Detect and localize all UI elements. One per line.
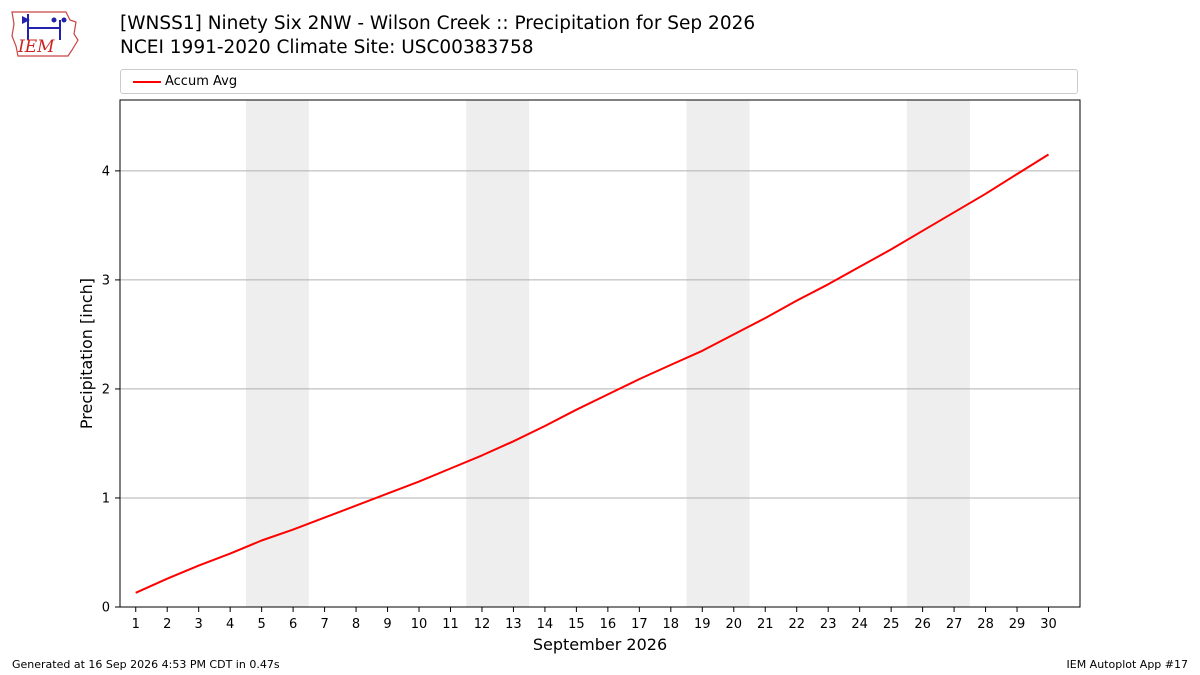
legend-swatch xyxy=(133,81,161,83)
logo-text: IEM xyxy=(17,37,55,57)
x-tick-label: 29 xyxy=(1009,617,1026,632)
series-line-accum-avg xyxy=(135,153,1050,594)
weekend-band xyxy=(245,100,309,607)
x-tick-label: 3 xyxy=(195,617,203,632)
x-tick-label: 7 xyxy=(320,617,328,632)
title-line-1: [WNSS1] Ninety Six 2NW - Wilson Creek ::… xyxy=(120,13,756,34)
x-tick-label: 5 xyxy=(257,617,265,632)
x-tick-label: 9 xyxy=(383,617,391,632)
x-tick-label: 22 xyxy=(788,617,805,632)
x-tick-label: 28 xyxy=(977,617,994,632)
x-tick-label: 10 xyxy=(411,617,428,632)
x-tick-label: 14 xyxy=(537,617,554,632)
iem-logo: IEM xyxy=(11,11,79,57)
legend-label: Accum Avg xyxy=(165,74,238,89)
y-axis-title: Precipitation [inch] xyxy=(77,278,96,429)
x-tick-label: 25 xyxy=(883,617,900,632)
y-tick-label: 0 xyxy=(102,601,110,616)
y-tick-label: 1 xyxy=(102,491,110,506)
weekend-band xyxy=(466,100,530,607)
x-tick-label: 19 xyxy=(694,617,711,632)
plot-frame xyxy=(119,99,1081,608)
x-tick-label: 26 xyxy=(914,617,931,632)
chart-title: [WNSS1] Ninety Six 2NW - Wilson Creek ::… xyxy=(120,12,755,60)
generated-note: Generated at 16 Sep 2026 4:53 PM CDT in … xyxy=(12,658,280,671)
x-tick-label: 17 xyxy=(631,617,648,632)
x-tick-label: 15 xyxy=(568,617,585,632)
x-tick-label: 30 xyxy=(1040,617,1057,632)
x-tick-label: 2 xyxy=(163,617,171,632)
x-tick-label: 8 xyxy=(352,617,360,632)
y-tick-label: 2 xyxy=(102,382,110,397)
legend: Accum Avg xyxy=(120,69,1078,94)
x-tick-label: 12 xyxy=(474,617,491,632)
title-line-2: NCEI 1991-2020 Climate Site: USC00383758 xyxy=(120,37,534,58)
x-tick-label: 11 xyxy=(442,617,459,632)
weekend-band xyxy=(906,100,970,607)
app-label: IEM Autoplot App #17 xyxy=(1066,658,1189,671)
x-tick-label: 23 xyxy=(820,617,837,632)
x-tick-label: 13 xyxy=(505,617,522,632)
x-tick-label: 24 xyxy=(851,617,868,632)
x-tick-label: 21 xyxy=(757,617,774,632)
x-tick-label: 4 xyxy=(226,617,234,632)
x-tick-label: 6 xyxy=(289,617,297,632)
x-tick-label: 18 xyxy=(663,617,680,632)
y-tick-label: 4 xyxy=(102,164,110,179)
x-axis-title: September 2026 xyxy=(533,635,667,654)
x-tick-label: 20 xyxy=(725,617,742,632)
x-tick-label: 1 xyxy=(132,617,140,632)
x-tick-label: 27 xyxy=(946,617,963,632)
x-tick-label: 16 xyxy=(600,617,617,632)
y-tick-label: 3 xyxy=(102,273,110,288)
